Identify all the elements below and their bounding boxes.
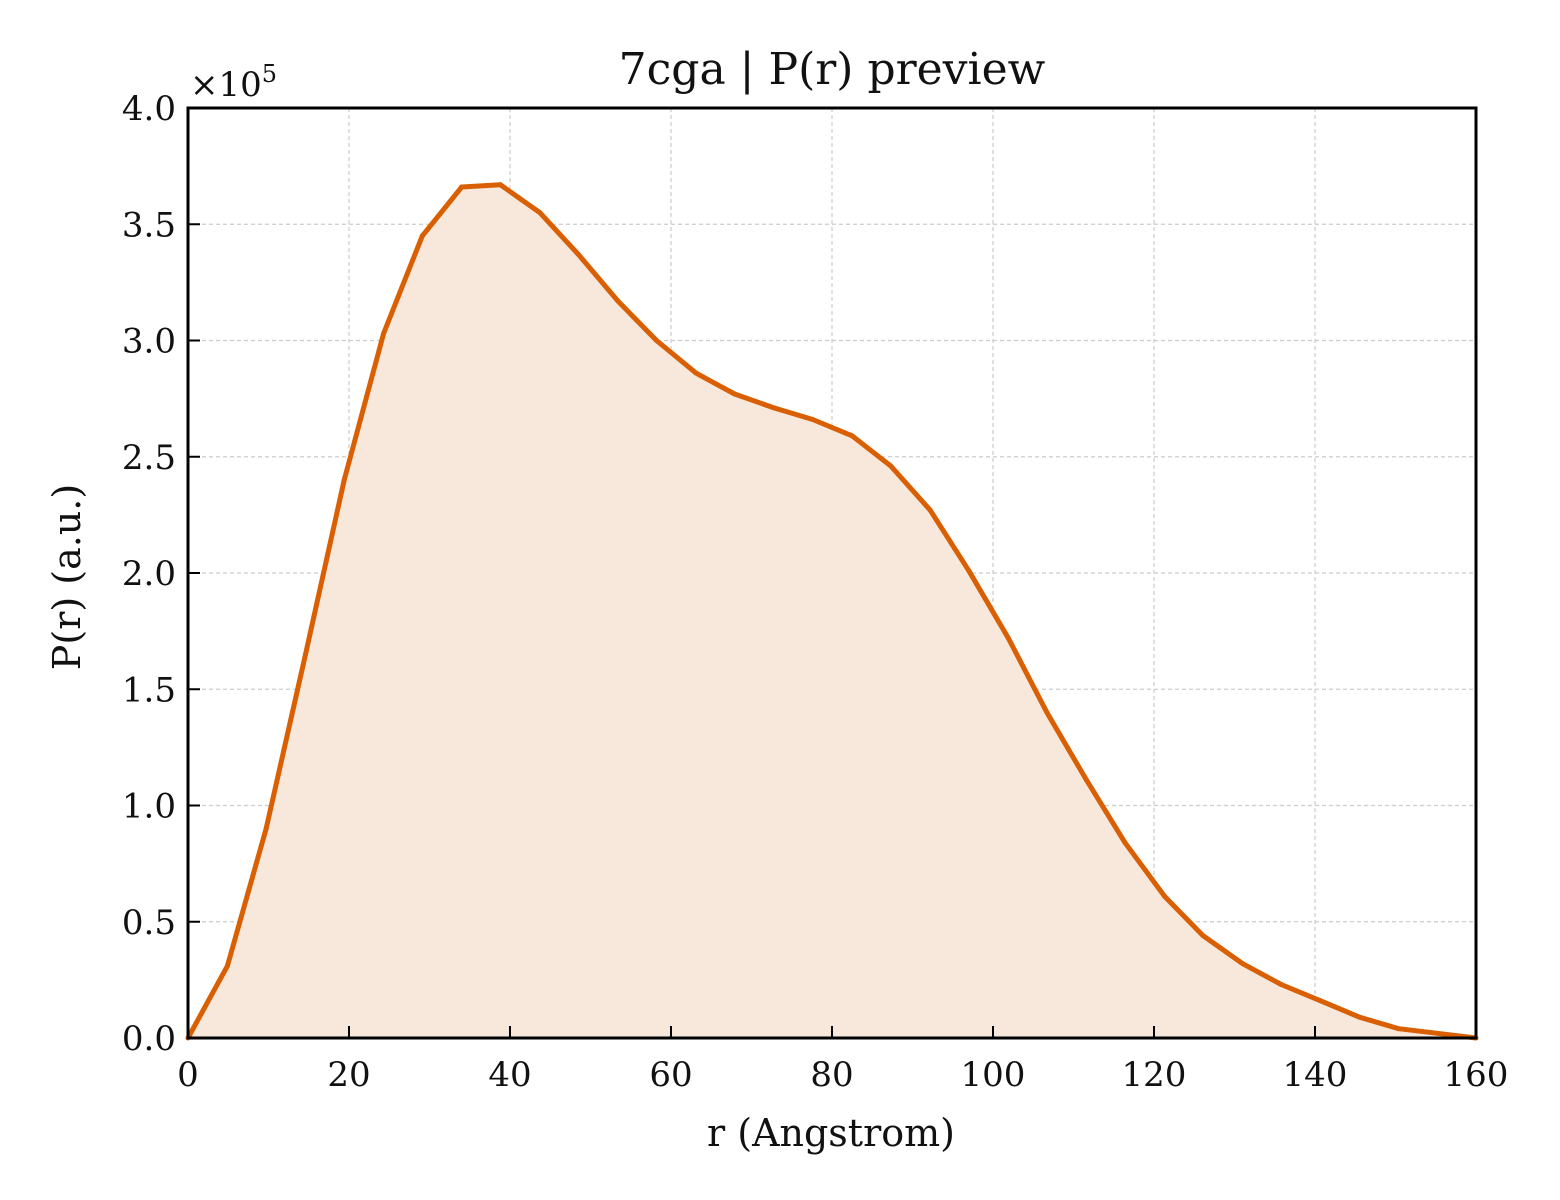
data-point — [263, 826, 269, 832]
data-point — [459, 184, 465, 190]
data-point — [1318, 998, 1324, 1004]
data-point — [497, 182, 503, 188]
data-point — [927, 507, 933, 513]
data-point — [810, 417, 816, 423]
data-point — [575, 251, 581, 257]
x-tick-label: 160 — [1444, 1055, 1509, 1095]
x-tick-label: 120 — [1122, 1055, 1187, 1095]
data-point — [1044, 710, 1050, 715]
axis-ticks: 0 20 40 60 80 100 120 140 160 0.0 0.5 1.0 1.5 2.0 2.5 3… — [122, 89, 1509, 1095]
data-point — [341, 477, 347, 483]
y-tick-label: 4.0 — [122, 89, 176, 129]
data-point — [303, 651, 309, 657]
x-tick-label: 100 — [961, 1055, 1026, 1095]
x-tick-label: 20 — [327, 1055, 370, 1095]
data-point — [693, 370, 699, 376]
data-point — [654, 338, 660, 343]
x-tick-label: 60 — [649, 1055, 692, 1095]
data-point — [732, 391, 738, 397]
y-multiplier-exponent: 5 — [262, 60, 277, 88]
data-point — [1083, 777, 1089, 783]
y-multiplier: ×105 — [190, 60, 277, 105]
data-point — [419, 233, 425, 239]
data-point — [1356, 1014, 1362, 1020]
data-point — [1240, 961, 1246, 967]
data-point — [615, 298, 621, 304]
x-tick-label: 0 — [177, 1055, 199, 1095]
y-tick-label: 1.5 — [122, 670, 176, 710]
y-tick-label: 0.0 — [122, 1019, 176, 1059]
data-point — [1200, 933, 1206, 939]
chart-title: 7cga | P(r) preview — [619, 44, 1046, 95]
data-point — [1122, 840, 1128, 846]
data-point — [771, 405, 777, 411]
y-axis-label: P(r) (a.u.) — [45, 484, 89, 670]
data-point — [1005, 635, 1011, 641]
y-tick-label: 3.0 — [122, 322, 176, 362]
x-axis-label: r (Angstrom) — [707, 1111, 955, 1155]
y-multiplier-base: ×10 — [190, 65, 262, 105]
y-tick-label: 3.5 — [122, 205, 176, 245]
data-point — [1434, 1030, 1440, 1036]
x-tick-label: 40 — [488, 1055, 531, 1095]
area-fill — [188, 184, 1476, 1038]
data-point — [1396, 1026, 1402, 1032]
data-point — [1278, 982, 1284, 988]
data-point — [537, 210, 543, 216]
y-tick-label: 2.0 — [122, 554, 176, 594]
series-line — [185, 182, 1477, 1041]
data-point — [381, 331, 387, 337]
data-point — [966, 568, 972, 574]
x-tick-label: 80 — [810, 1055, 853, 1095]
y-tick-label: 2.5 — [122, 438, 176, 478]
data-point — [224, 963, 230, 969]
data-point — [849, 433, 855, 439]
x-tick-label: 140 — [1283, 1055, 1348, 1095]
y-tick-label: 0.5 — [122, 903, 176, 943]
data-point — [888, 463, 894, 469]
y-tick-label: 1.0 — [122, 787, 176, 827]
data-point — [1161, 893, 1167, 899]
